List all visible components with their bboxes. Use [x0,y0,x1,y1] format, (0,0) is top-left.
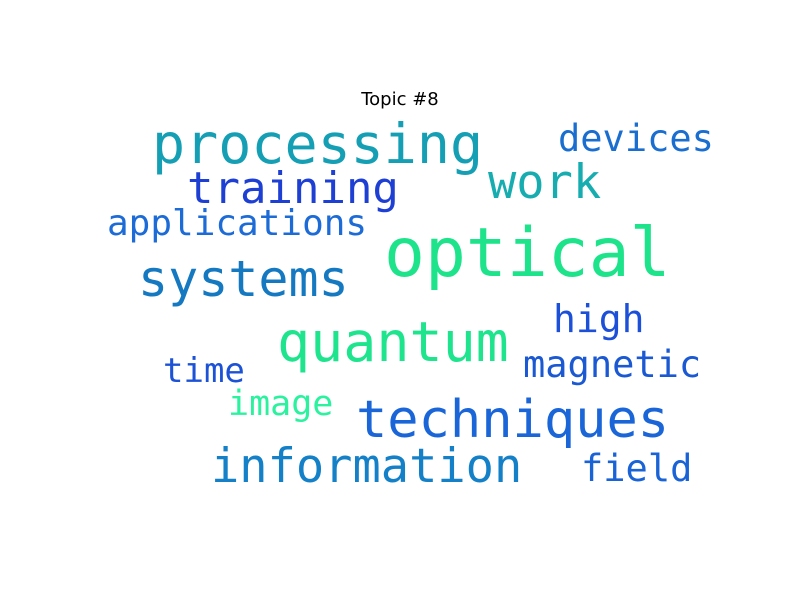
word-cloud: optical processing training work devices… [100,110,714,500]
word-applications: applications [107,203,368,244]
word-information: information [211,439,523,494]
word-image: image [228,384,334,424]
word-high: high [553,297,645,341]
word-systems: systems [138,250,349,308]
word-optical: optical [384,214,671,293]
word-quantum: quantum [277,310,509,374]
word-techniques: techniques [356,390,670,450]
word-processing: processing [152,112,484,176]
chart-title: Topic #8 [361,89,439,110]
word-training: training [187,163,399,214]
word-field: field [581,447,693,490]
word-time: time [163,351,245,391]
word-magnetic: magnetic [523,343,702,386]
word-devices: devices [558,117,714,160]
word-work: work [488,155,602,210]
